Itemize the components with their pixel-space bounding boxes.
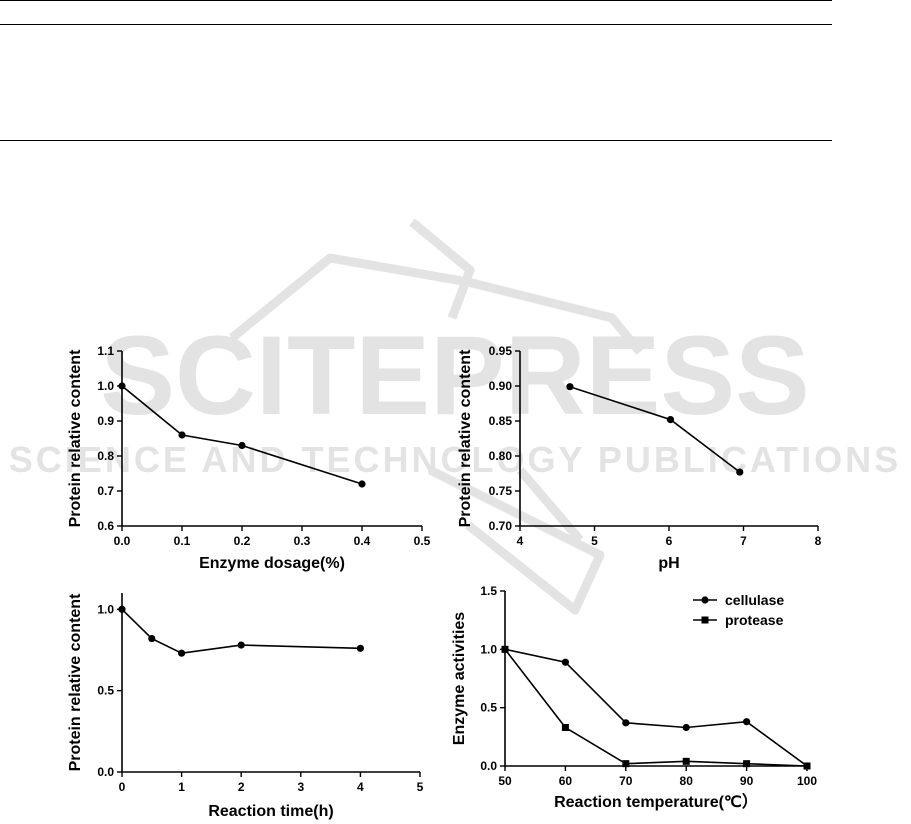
watermark-logo-base: [427, 465, 605, 615]
x-axis-title: Enzyme dosage(%): [199, 555, 345, 572]
x-tick-label: 0.4: [354, 534, 371, 548]
watermark-subtitle: SCIENCE AND TECHNOLOGY PUBLICATIONS: [9, 439, 901, 480]
y-tick-label: 0.95: [489, 344, 513, 358]
data-point-circle: [178, 431, 186, 439]
x-tick-label: 5: [417, 780, 424, 794]
data-point-circle: [666, 416, 675, 424]
data-point-square: [803, 762, 811, 770]
x-tick-label: 0.0: [114, 534, 131, 548]
y-axis-title: Protein relative content: [67, 349, 84, 527]
x-tick-label: 0.3: [294, 534, 311, 548]
y-tick-label: 0.5: [97, 684, 114, 698]
data-point-circle: [238, 441, 246, 450]
data-point-circle: [148, 634, 156, 643]
y-axis-title: Enzyme activities: [451, 612, 468, 746]
y-axis-title: Protein relative content: [457, 349, 474, 527]
y-tick-label: 1.5: [480, 584, 497, 598]
legend-label-protease: protease: [725, 612, 784, 628]
ph-chart: 0.70 0.75 0.80 0.85 0.90 0.95 4 5 6 7 8 pH Protein r…: [457, 344, 822, 572]
y-tick-label: 0.80: [489, 449, 513, 463]
x-tick-label: 2: [238, 780, 245, 794]
x-axis-title: Reaction temperature(℃）: [554, 793, 758, 811]
table-bottom-rule: [0, 140, 832, 141]
watermark-title: SCITEPRESS: [100, 313, 810, 438]
protease-line: [504, 648, 808, 767]
cellulase-line: [504, 648, 808, 767]
y-tick-label: 1.1: [97, 344, 114, 358]
y-tick-label: 0.0: [97, 765, 114, 779]
x-tick-label: 70: [619, 774, 633, 788]
x-tick-label: 7: [740, 534, 747, 548]
x-tick-label: 80: [680, 774, 694, 788]
data-point-circle: [561, 658, 569, 666]
data-point-square: [501, 645, 509, 653]
y-tick-label: 0.5: [480, 701, 497, 715]
y-tick-label: 0.70: [489, 519, 513, 533]
data-point-square: [561, 724, 569, 731]
y-tick-label: 0.85: [489, 414, 513, 428]
data-point-circle: [237, 641, 245, 649]
y-axis-title: Protein relative content: [67, 593, 84, 771]
data-point-square: [743, 760, 751, 768]
x-tick-label: 0.2: [234, 534, 251, 548]
x-tick-label: 60: [559, 774, 573, 788]
series-line: [121, 385, 363, 485]
x-axis-title: pH: [658, 555, 679, 572]
x-tick-label: 6: [666, 534, 673, 548]
x-tick-label: 8: [815, 534, 822, 548]
x-tick-label: 0.5: [414, 534, 431, 548]
y-tick-label: 0.0: [480, 759, 497, 773]
x-tick-label: 1: [178, 780, 185, 794]
x-tick-label: 50: [498, 774, 512, 788]
watermark-logo-stroke: [516, 467, 584, 543]
x-tick-label: 100: [797, 774, 817, 788]
y-tick-label: 0.75: [489, 484, 513, 498]
x-tick-label: 90: [740, 774, 754, 788]
y-tick-label: 0.7: [97, 484, 114, 498]
data-point-circle: [118, 605, 126, 613]
x-tick-label: 4: [517, 534, 524, 548]
y-tick-label: 1.0: [97, 379, 114, 393]
x-axis-title: Reaction time(h): [208, 803, 333, 820]
data-point-circle: [356, 644, 364, 652]
y-tick-label: 1.0: [97, 602, 114, 616]
data-point-circle: [743, 718, 751, 726]
data-point-circle: [682, 723, 690, 732]
table-header-rule: [0, 24, 832, 25]
legend-marker-circle: [701, 596, 709, 604]
x-tick-label: 0.1: [174, 534, 191, 548]
x-tick-label: 4: [357, 780, 364, 794]
x-tick-label: 3: [297, 780, 304, 794]
data-point-circle: [622, 719, 630, 727]
data-point-circle: [358, 480, 366, 488]
y-tick-label: 0.90: [489, 379, 513, 393]
y-tick-label: 1.0: [480, 642, 497, 656]
y-tick-label: 0.8: [97, 449, 114, 463]
x-tick-label: 5: [591, 534, 598, 548]
legend-marker-square: [701, 616, 709, 624]
data-point-square: [682, 757, 690, 765]
reaction-time-chart: 0.0 0.5 1.0 0 1 2 3 4 5 Reaction time(h) Protein r…: [67, 593, 424, 820]
data-point-circle: [566, 383, 574, 391]
legend-label-cellulase: cellulase: [725, 592, 784, 608]
y-tick-label: 0.6: [97, 519, 114, 533]
watermark-logo: [229, 218, 644, 615]
data-point-circle: [736, 468, 744, 476]
series-line: [569, 385, 741, 473]
data-point-square: [622, 760, 630, 768]
data-point-circle: [118, 382, 126, 390]
reaction-temperature-chart: 0.0 0.5 1.0 1.5 50 60 70 80 90 100 Reaction temper…: [451, 584, 817, 811]
data-point-circle: [178, 649, 186, 657]
table-top-rule: [0, 0, 832, 1]
watermark-logo-fold: [409, 218, 475, 320]
y-tick-label: 0.9: [97, 414, 114, 428]
x-tick-label: 0: [119, 780, 126, 794]
enzyme-dosage-chart: 0.6 0.7 0.8 0.9 1.0 1.1 0.0 0.1 0.2 0.3 0.4 0.5 Enzy…: [67, 344, 431, 572]
